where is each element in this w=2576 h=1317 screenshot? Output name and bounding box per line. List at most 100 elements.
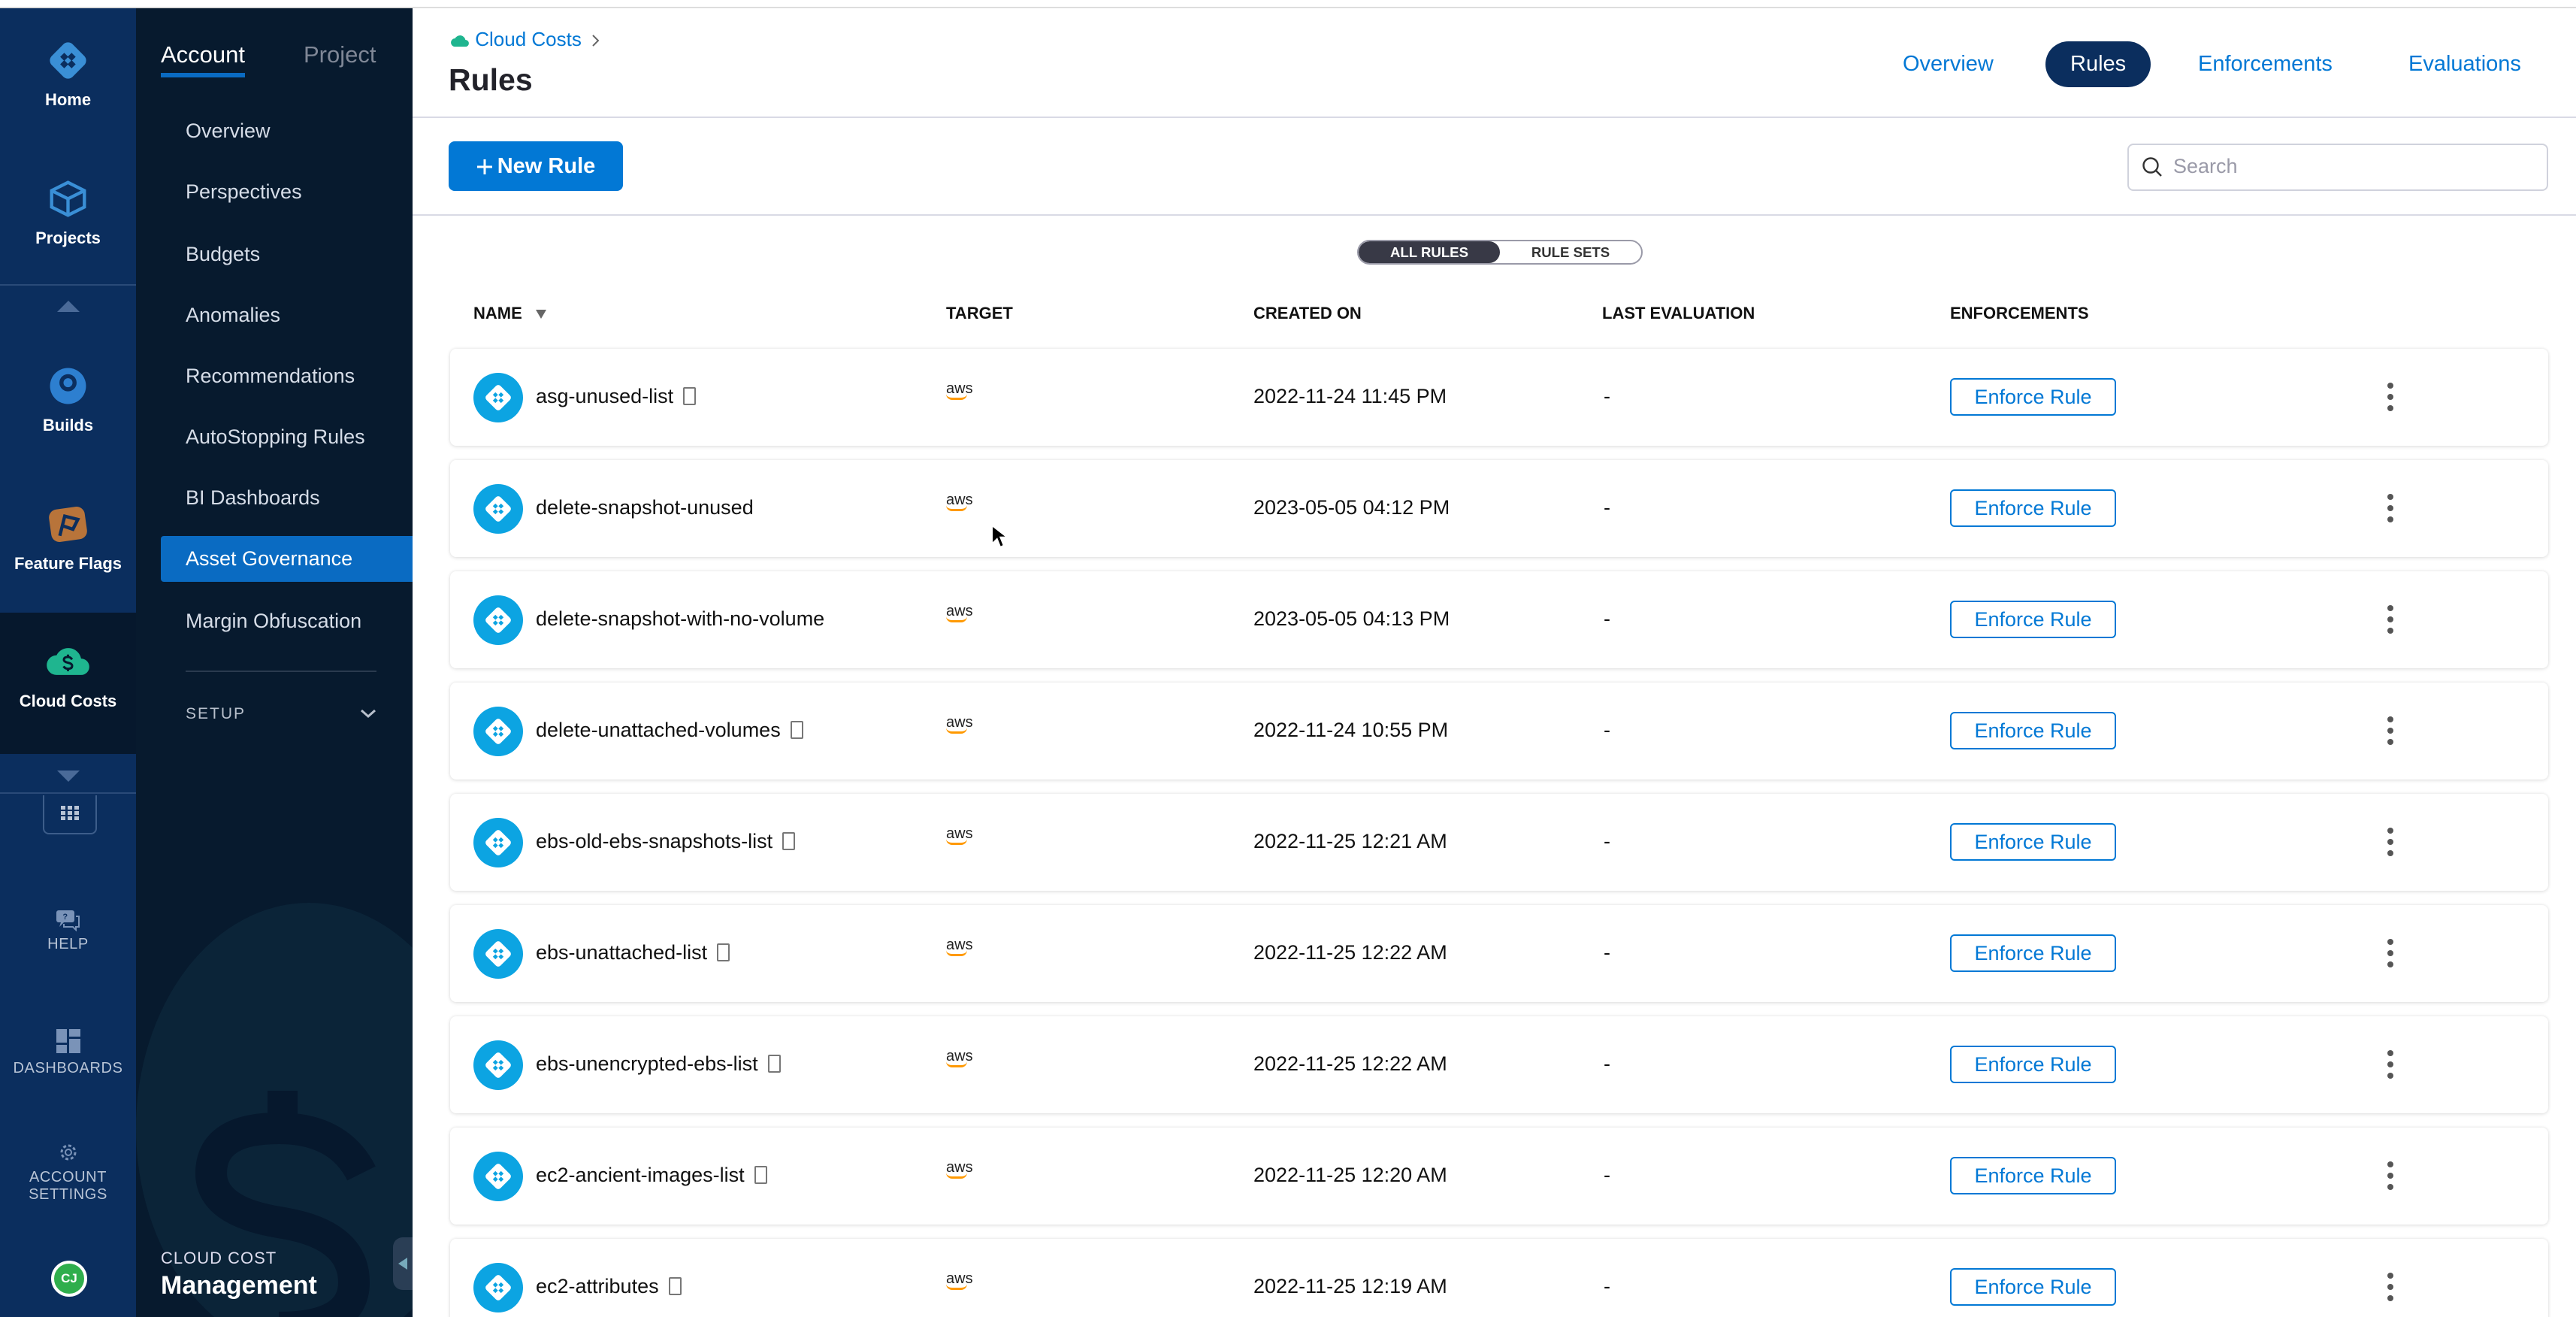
more-options-icon[interactable] — [2382, 492, 2399, 525]
rule-name[interactable]: ebs-unattached-list — [536, 941, 730, 964]
tab-project[interactable]: Project — [304, 41, 376, 68]
col-name[interactable]: NAME — [473, 304, 546, 323]
aws-icon: aws — [946, 937, 973, 956]
sidebar-item-margin-obfuscation[interactable]: Margin Obfuscation — [186, 610, 362, 632]
breadcrumb-link[interactable]: Cloud Costs — [475, 28, 582, 50]
rule-name[interactable]: ec2-ancient-images-list — [536, 1164, 767, 1187]
toggle-rule-sets[interactable]: RULE SETS — [1531, 244, 1610, 260]
enforce-rule-button[interactable]: Enforce Rule — [1950, 601, 2116, 638]
table-row[interactable]: ebs-unattached-list aws 2022-11-25 12:22… — [450, 905, 2548, 1002]
nav-builds-label: Builds — [42, 416, 94, 434]
search-box[interactable] — [2127, 144, 2548, 191]
rule-name-text: asg-unused-list — [536, 385, 674, 407]
search-input[interactable] — [2173, 155, 2534, 178]
rule-name[interactable]: delete-snapshot-with-no-volume — [536, 607, 824, 631]
modules-grid-button[interactable] — [43, 795, 97, 834]
sidebar-item-anomalies[interactable]: Anomalies — [186, 304, 281, 326]
target-text: aws — [946, 1270, 973, 1287]
enforce-rule-button[interactable]: Enforce Rule — [1950, 934, 2116, 972]
table-row[interactable]: ebs-unencrypted-ebs-list aws 2022-11-25 … — [450, 1016, 2548, 1113]
nav-cloud-costs[interactable]: Cloud Costs — [0, 613, 136, 754]
sidebar-item-autostopping[interactable]: AutoStopping Rules — [186, 425, 365, 448]
aws-icon: aws — [946, 715, 973, 734]
table-row[interactable]: asg-unused-list aws 2022-11-24 11:45 PM … — [450, 349, 2548, 446]
sidebar-item-overview[interactable]: Overview — [186, 120, 271, 142]
sidebar-item-recommendations[interactable]: Recommendations — [186, 365, 355, 387]
nav-projects[interactable]: Projects — [0, 176, 136, 248]
document-icon — [767, 1055, 781, 1073]
enforce-rule-button[interactable]: Enforce Rule — [1950, 712, 2116, 749]
document-icon — [683, 387, 697, 405]
table-row[interactable]: ec2-attributes aws 2022-11-25 12:19 AM -… — [450, 1239, 2548, 1317]
nav-feature-flags[interactable]: Feature Flags — [0, 501, 136, 574]
nav-account-settings[interactable]: ACCOUNT SETTINGS — [0, 1140, 136, 1203]
nav-home[interactable]: Home — [0, 38, 136, 110]
nav-help[interactable]: ? HELP — [0, 909, 136, 953]
sidebar-item-bi-dashboards[interactable]: BI Dashboards — [186, 486, 320, 509]
more-options-icon[interactable] — [2382, 937, 2399, 970]
toggle-all-rules[interactable]: ALL RULES — [1359, 241, 1500, 263]
setup-section[interactable]: SETUP — [186, 705, 376, 728]
rule-name[interactable]: ebs-unencrypted-ebs-list — [536, 1052, 781, 1076]
more-options-icon[interactable] — [2382, 603, 2399, 636]
table-row[interactable]: delete-unattached-volumes aws 2022-11-24… — [450, 683, 2548, 780]
scroll-down-bar[interactable] — [0, 761, 136, 794]
enforce-rule-button[interactable]: Enforce Rule — [1950, 1046, 2116, 1083]
new-rule-button[interactable]: New Rule — [449, 141, 623, 191]
sidebar-item-asset-governance[interactable]: Asset Governance — [161, 536, 413, 582]
rule-name-text: ec2-ancient-images-list — [536, 1164, 745, 1186]
table-row[interactable]: delete-snapshot-with-no-volume aws 2023-… — [450, 571, 2548, 668]
more-options-icon[interactable] — [2382, 1159, 2399, 1192]
harness-logo-icon — [50, 42, 86, 79]
table-row[interactable]: ec2-ancient-images-list aws 2022-11-25 1… — [450, 1128, 2548, 1225]
rule-name-text: ebs-old-ebs-snapshots-list — [536, 830, 773, 852]
collapse-nav-button[interactable] — [393, 1237, 413, 1290]
enforce-rule-button[interactable]: Enforce Rule — [1950, 489, 2116, 527]
more-options-icon[interactable] — [2382, 1048, 2399, 1081]
col-last-evaluation: LAST EVALUATION — [1602, 304, 1755, 322]
nav-account-settings-label: ACCOUNT SETTINGS — [29, 1169, 107, 1203]
tab-rules[interactable]: Rules — [2045, 41, 2151, 87]
rule-name[interactable]: delete-unattached-volumes — [536, 719, 803, 742]
tab-overview[interactable]: Overview — [1903, 52, 1994, 76]
rule-icon — [473, 1152, 523, 1201]
nav-dashboards[interactable]: DASHBOARDS — [0, 1029, 136, 1077]
more-options-icon[interactable] — [2382, 1270, 2399, 1303]
cloud-costs-icon — [451, 35, 469, 47]
breadcrumb[interactable]: Cloud Costs — [450, 28, 600, 51]
tab-evaluations[interactable]: Evaluations — [2408, 52, 2521, 76]
target-text: aws — [946, 492, 973, 508]
last-evaluation: - — [1604, 1164, 1610, 1186]
avatar[interactable]: CJ — [51, 1261, 87, 1297]
nav-builds[interactable]: Builds — [0, 363, 136, 435]
rule-icon — [473, 595, 523, 645]
aws-icon: aws — [946, 1270, 973, 1290]
rule-name-text: delete-unattached-volumes — [536, 719, 781, 741]
rule-name[interactable]: ebs-old-ebs-snapshots-list — [536, 830, 796, 853]
nav-home-label: Home — [44, 90, 92, 109]
more-options-icon[interactable] — [2382, 714, 2399, 747]
rule-name[interactable]: ec2-attributes — [536, 1275, 682, 1298]
rule-name[interactable]: delete-snapshot-unused — [536, 496, 754, 519]
rules-toggle: ALL RULES RULE SETS — [1357, 240, 1643, 265]
rule-icon — [473, 707, 523, 756]
tab-account[interactable]: Account — [161, 41, 246, 77]
table-row[interactable]: delete-snapshot-unused aws 2023-05-05 04… — [450, 460, 2548, 557]
created-on: 2022-11-25 12:20 AM — [1253, 1164, 1447, 1186]
enforce-rule-button[interactable]: Enforce Rule — [1950, 1157, 2116, 1194]
col-created-on: CREATED ON — [1253, 304, 1362, 322]
enforce-rule-button[interactable]: Enforce Rule — [1950, 1268, 2116, 1306]
table-row[interactable]: ebs-old-ebs-snapshots-list aws 2022-11-2… — [450, 794, 2548, 891]
enforce-rule-button[interactable]: Enforce Rule — [1950, 823, 2116, 861]
scroll-up-icon[interactable] — [57, 301, 80, 312]
divider — [186, 671, 376, 672]
sidebar-item-budgets[interactable]: Budgets — [186, 243, 261, 265]
tab-enforcements[interactable]: Enforcements — [2198, 52, 2333, 76]
more-options-icon[interactable] — [2382, 825, 2399, 858]
sidebar-item-perspectives[interactable]: Perspectives — [186, 180, 302, 203]
module-title: Management — [161, 1271, 317, 1300]
more-options-icon[interactable] — [2382, 380, 2399, 413]
rule-name[interactable]: asg-unused-list — [536, 385, 697, 408]
last-evaluation: - — [1604, 385, 1610, 407]
enforce-rule-button[interactable]: Enforce Rule — [1950, 378, 2116, 416]
